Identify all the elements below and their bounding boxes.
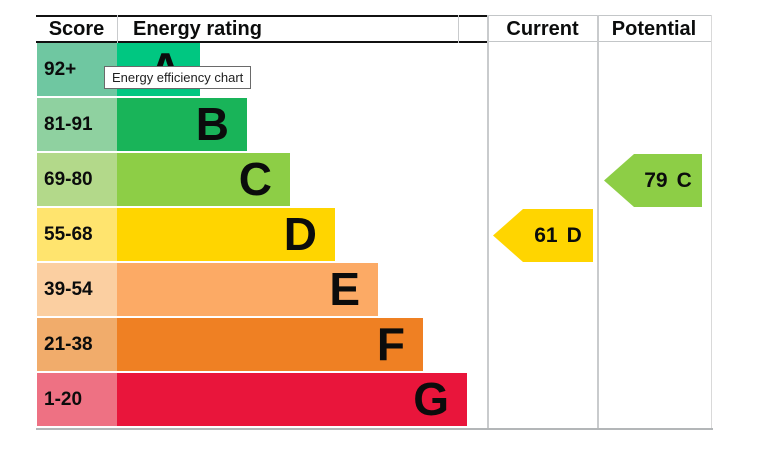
band-score-cell: 92+ xyxy=(37,43,117,96)
band-score-cell: 1-20 xyxy=(37,373,117,426)
band-score-label: 39-54 xyxy=(44,278,93,300)
chart-top-border xyxy=(36,15,488,17)
band-bar: C xyxy=(117,153,290,206)
header-bottom-border xyxy=(36,41,488,43)
band-bar: E xyxy=(117,263,378,316)
score-header: Score xyxy=(48,17,105,40)
band-letter: G xyxy=(413,373,449,425)
band-score-label: 55-68 xyxy=(44,223,93,245)
potential-marker-label: 79 C xyxy=(644,169,692,193)
band-row: 39-54 E xyxy=(37,263,467,318)
band-row: 69-80 C xyxy=(37,153,467,208)
band-row: 1-20 G xyxy=(37,373,467,428)
band-bar: D xyxy=(117,208,335,261)
rating-column-divider xyxy=(458,15,459,43)
band-score-cell: 21-38 xyxy=(37,318,117,371)
band-letter: F xyxy=(376,318,405,370)
potential-header: Potential xyxy=(611,17,697,40)
band-score-label: 69-80 xyxy=(44,168,93,190)
band-bar: B xyxy=(117,98,247,151)
band-row: 55-68 D xyxy=(37,208,467,263)
score-column-divider xyxy=(117,15,118,43)
current-value: 61 xyxy=(534,223,558,247)
band-bar: G xyxy=(117,373,467,426)
band-score-cell: 69-80 xyxy=(37,153,117,206)
band-letter: B xyxy=(195,98,229,150)
chart-top-border-right xyxy=(488,15,711,16)
tooltip: Energy efficiency chart xyxy=(104,66,252,89)
band-row: 21-38 F xyxy=(37,318,467,373)
band-score-label: 1-20 xyxy=(44,388,83,410)
current-band: D xyxy=(566,223,582,247)
band-score-cell: 39-54 xyxy=(37,263,117,316)
band-rows: 92+ A 81-91 B 69-80 C 55-68 D 39-54 E 21… xyxy=(37,43,467,428)
band-bar: F xyxy=(117,318,423,371)
band-score-label: 21-38 xyxy=(44,333,93,355)
chart-bottom-border xyxy=(36,428,713,430)
potential-band: C xyxy=(676,168,692,192)
band-letter: D xyxy=(283,208,317,260)
band-letter: C xyxy=(238,153,272,205)
energy-rating-header: Energy rating xyxy=(133,17,262,40)
current-header: Current xyxy=(506,17,579,40)
current-marker-label: 61 D xyxy=(534,224,582,248)
band-row: 92+ A xyxy=(37,43,467,98)
potential-value: 79 xyxy=(644,168,668,192)
chart-right-border xyxy=(711,15,712,428)
current-marker: 61 D xyxy=(493,209,593,262)
band-score-cell: 81-91 xyxy=(37,98,117,151)
band-score-label: 81-91 xyxy=(44,113,93,135)
band-score-cell: 55-68 xyxy=(37,208,117,261)
potential-column-divider xyxy=(597,15,599,428)
potential-marker: 79 C xyxy=(604,154,702,207)
band-score-label: 92+ xyxy=(44,58,77,80)
current-column-divider xyxy=(487,15,489,428)
header-bottom-border-right xyxy=(488,41,711,42)
band-letter: E xyxy=(329,263,360,315)
band-row: 81-91 B xyxy=(37,98,467,153)
